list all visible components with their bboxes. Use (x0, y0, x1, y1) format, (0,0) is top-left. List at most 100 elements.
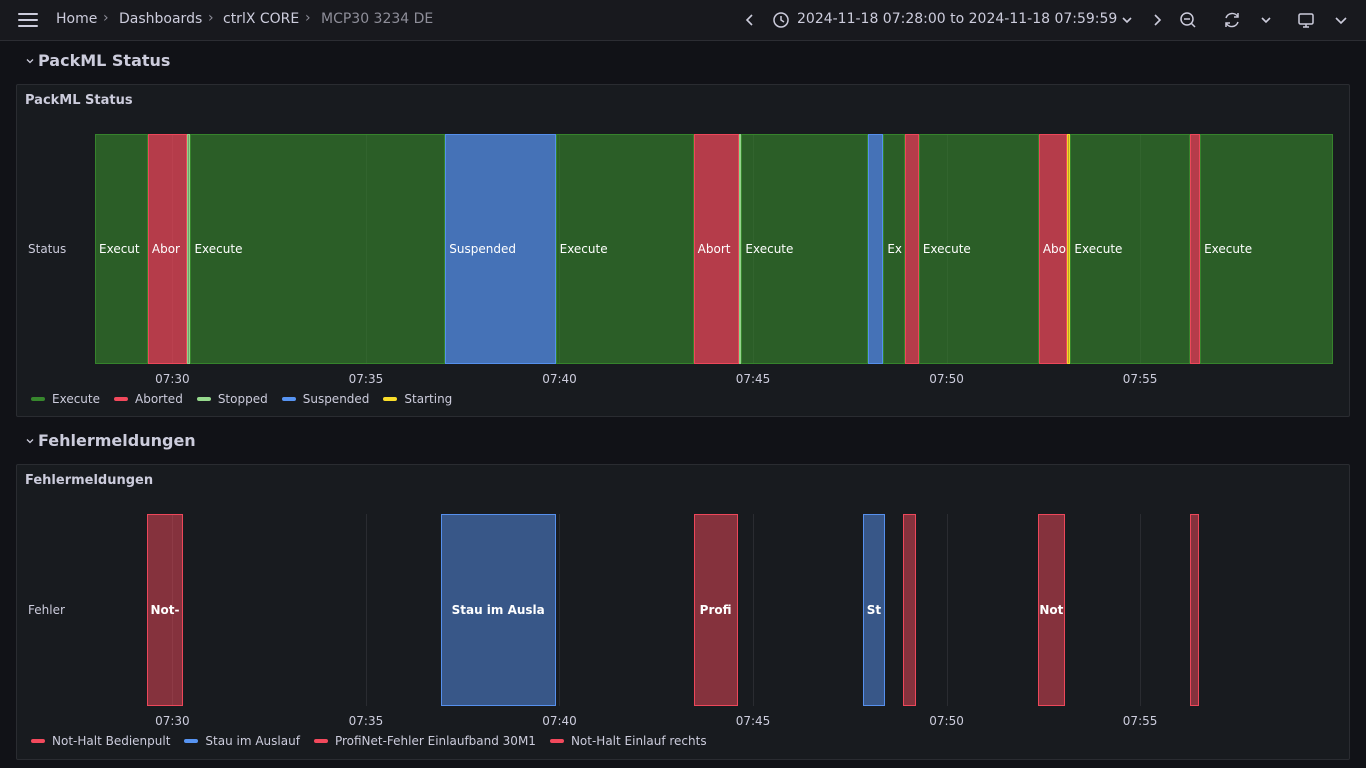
state-timeline-plot[interactable]: Execut Abor Execute Suspended Execute Abort Ex… (95, 134, 1333, 364)
legend-swatch (281, 397, 296, 401)
legend-item[interactable]: Stau im Auslauf (184, 734, 300, 748)
grid-line (753, 514, 755, 706)
state-segment-suspended[interactable] (867, 134, 884, 364)
segment-label: Execute (559, 242, 608, 256)
fault-segment[interactable]: Not- (146, 514, 184, 706)
refresh-icon[interactable] (1221, 9, 1243, 31)
legend-swatch (383, 397, 398, 401)
state-segment-aborted[interactable]: Abort (693, 134, 739, 364)
legend-swatch (196, 397, 211, 401)
segment-label: Not (1039, 603, 1064, 617)
state-segment-execute[interactable]: Execute (918, 134, 1039, 364)
state-segment-execute[interactable]: Execute (1200, 134, 1333, 364)
chevron-down-icon[interactable] (1116, 9, 1138, 31)
breadcrumb-separator-icon: › (305, 10, 311, 26)
row-header-fehlermeldungen[interactable]: Fehlermeldungen (26, 431, 196, 450)
state-segment-aborted[interactable] (1190, 134, 1201, 364)
segment-label: Profi (699, 603, 732, 617)
segment-label: Execute (1204, 242, 1253, 256)
grid-line (365, 514, 367, 706)
time-range-picker[interactable]: 2024-11-18 07:28:00 to 2024-11-18 07:59:… (797, 11, 1118, 27)
row-header-packml[interactable]: PackML Status (26, 51, 170, 70)
legend-item[interactable]: Starting (383, 392, 452, 406)
chevron-down-icon (26, 58, 34, 63)
x-tick-label: 07:55 (1122, 372, 1158, 386)
legend-label: Not-Halt Einlauf rechts (570, 734, 707, 748)
breadcrumb-current-dashboard: MCP30 3234 DE (321, 11, 434, 27)
fault-segment[interactable] (903, 514, 916, 706)
legend-item[interactable]: Execute (31, 392, 100, 406)
x-tick-label: 07:30 (155, 714, 190, 728)
legend-item[interactable]: Suspended (281, 392, 370, 406)
legend-label: Stopped (217, 392, 268, 406)
segment-label: Abo (1042, 242, 1066, 256)
panel-title[interactable]: PackML Status (25, 93, 133, 108)
top-navigation-bar: Home › Dashboards › ctrlX CORE › MCP30 3… (0, 0, 1366, 41)
state-segment-execute[interactable]: Execute (1070, 134, 1191, 364)
zoom-out-icon[interactable] (1177, 9, 1199, 31)
clock-icon (773, 12, 789, 28)
breadcrumb-home[interactable]: Home (56, 11, 98, 27)
chevron-right-icon[interactable] (1146, 9, 1168, 31)
x-tick-label: 07:35 (348, 372, 384, 386)
fault-segment[interactable]: Not (1037, 514, 1066, 706)
state-timeline-plot[interactable]: Not- Stau im Ausla Profi St Not (95, 514, 1333, 706)
legend-label: Not-Halt Bedienpult (52, 734, 171, 748)
chevron-down-icon (26, 438, 34, 443)
segment-label: St (866, 603, 882, 617)
y-axis-label: Status (28, 242, 67, 256)
legend-label: ProfiNet-Fehler Einlaufband 30M1 (334, 734, 536, 748)
fault-segment[interactable]: St (863, 514, 885, 706)
menu-icon[interactable] (18, 13, 38, 27)
state-segment-execute[interactable]: Execute (190, 134, 446, 364)
fault-segment[interactable]: Profi (693, 514, 738, 706)
x-tick-label: 07:55 (1122, 714, 1158, 728)
legend-item[interactable]: ProfiNet-Fehler Einlaufband 30M1 (313, 734, 536, 748)
legend-label: Suspended (302, 392, 370, 406)
state-segment-execute[interactable]: Execut (95, 134, 148, 364)
segment-label: Execute (745, 242, 794, 256)
grid-line (946, 514, 948, 706)
x-axis: 07:30 07:35 07:40 07:45 07:50 07:55 (95, 714, 1333, 730)
segment-label: Execute (1074, 242, 1123, 256)
x-axis: 07:30 07:35 07:40 07:45 07:50 07:55 (95, 372, 1333, 388)
state-segment-execute[interactable]: Execute (555, 134, 694, 364)
panel-fehlermeldungen: Fehlermeldungen Fehler Not- Stau im Ausla… (16, 464, 1350, 760)
legend-swatch (114, 397, 128, 401)
legend-item[interactable]: Stopped (196, 392, 268, 406)
legend-swatch (184, 739, 199, 743)
x-tick-label: 07:30 (155, 372, 190, 386)
state-segment-stopped[interactable] (187, 134, 191, 364)
legend-swatch (31, 739, 45, 743)
state-segment-aborted[interactable]: Abor (147, 134, 188, 364)
state-segment-starting[interactable] (1067, 134, 1071, 364)
segment-label: Suspended (449, 242, 516, 256)
panel-packml-status: PackML Status Status Execut Abor Execute Su… (16, 84, 1350, 417)
chevron-down-icon[interactable] (1255, 9, 1277, 31)
x-tick-label: 07:45 (735, 714, 771, 728)
chevron-left-icon[interactable] (739, 9, 761, 31)
legend-item[interactable]: Not-Halt Einlauf rechts (549, 734, 707, 748)
x-tick-label: 07:35 (348, 714, 384, 728)
breadcrumb-dashboards[interactable]: Dashboards (119, 11, 203, 27)
x-tick-label: 07:50 (929, 372, 964, 386)
state-segment-aborted[interactable] (904, 134, 919, 364)
chevron-down-icon[interactable] (1330, 9, 1352, 31)
state-segment-execute[interactable]: Ex (883, 134, 905, 364)
tv-icon[interactable] (1295, 9, 1317, 31)
state-segment-aborted[interactable]: Abo (1038, 134, 1068, 364)
segment-label: Abor (151, 242, 180, 256)
fault-segment[interactable] (1190, 514, 1199, 706)
state-segment-suspended[interactable]: Suspended (445, 134, 556, 364)
breadcrumb-ctrlx-core[interactable]: ctrlX CORE (223, 11, 300, 27)
state-segment-execute[interactable]: Execute (741, 134, 868, 364)
legend-swatch (549, 739, 564, 743)
legend-item[interactable]: Not-Halt Bedienpult (31, 734, 170, 748)
segment-label: Execute (922, 242, 971, 256)
segment-label: Execut (99, 242, 140, 256)
panel-title[interactable]: Fehlermeldungen (25, 473, 154, 488)
state-segment-stopped[interactable] (738, 134, 742, 364)
legend-item[interactable]: Aborted (114, 392, 183, 406)
fault-segment[interactable]: Stau im Ausla (440, 514, 556, 706)
segment-label: Stau im Ausla (451, 603, 545, 617)
